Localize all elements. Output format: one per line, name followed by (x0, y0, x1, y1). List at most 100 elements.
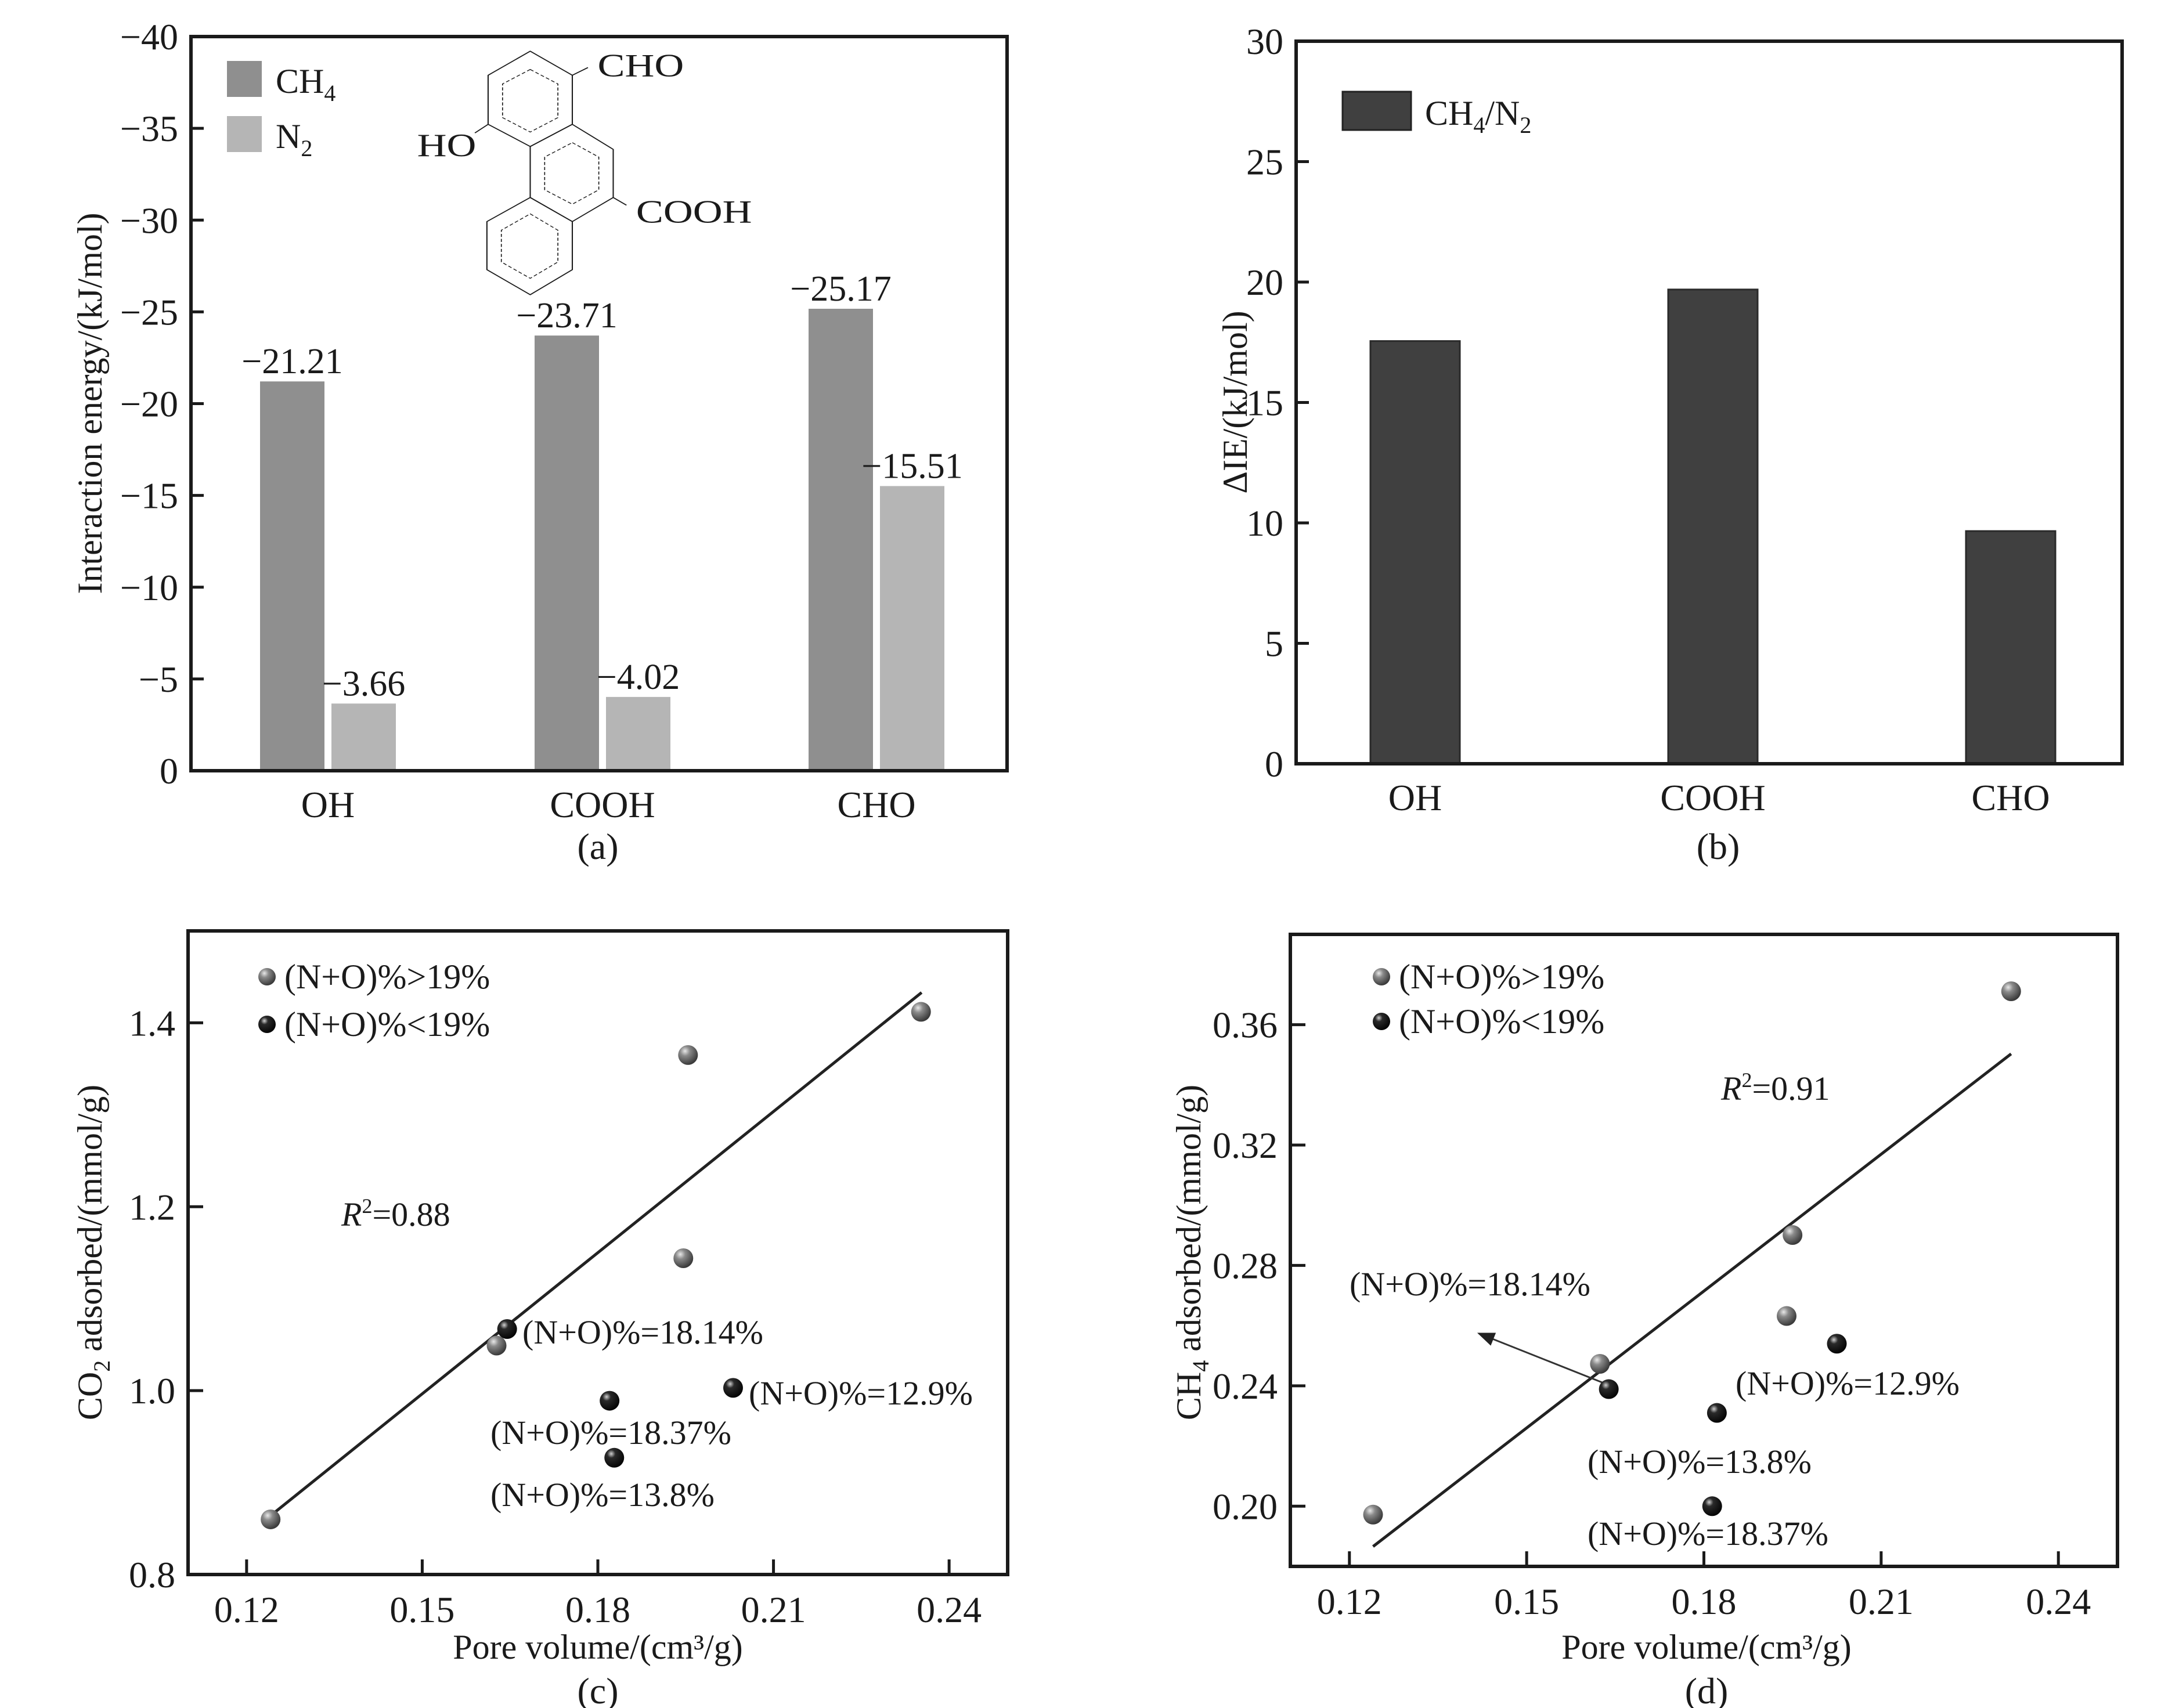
plot-frame (189, 35, 1009, 772)
y-tick-label: 0.24 (1213, 1366, 1278, 1407)
r-squared-label: R2=0.88 (341, 1194, 450, 1233)
y-axis-title: Interaction energy/(kJ/mol) (71, 212, 109, 594)
y-tick-label: 0.36 (1213, 1005, 1278, 1046)
x-axis-ticks: 0.12 0.15 0.18 0.21 0.24 (1317, 1551, 2091, 1622)
bar-n2-oh (331, 703, 396, 771)
y-tick-label: 1.0 (129, 1370, 175, 1411)
legend-label-ch4: CH4 (276, 62, 335, 106)
fit-line-group (1372, 1052, 2012, 1548)
legend-label-high: (N+O)%>19% (284, 958, 490, 996)
y-tick-label: −30 (120, 200, 178, 241)
legend-swatch-ch4-n2 (1341, 91, 1412, 131)
x-tick-label: 0.24 (2026, 1581, 2091, 1622)
legend-swatch-n2 (227, 116, 262, 152)
bond-oh (474, 124, 489, 133)
aromatic-circle (544, 142, 600, 205)
y-axis-ticks: 0.20 0.24 0.28 0.32 0.36 (1213, 1005, 1305, 1527)
ring-middle (529, 124, 614, 222)
panel-label: (c) (577, 1670, 618, 1708)
x-axis-title: Pore volume/(cm³/g) (453, 1628, 743, 1666)
scatter-point-high (261, 1509, 281, 1529)
scatter-point-low (1827, 1334, 1847, 1354)
point-annotation: (N+O)%=18.37% (1588, 1515, 1828, 1552)
y-tick-label: −40 (120, 16, 178, 57)
data-label: −23.71 (516, 296, 617, 335)
legend-label-low: (N+O)%<19% (284, 1005, 490, 1043)
data-label: −3.66 (322, 664, 405, 703)
y-tick-label: 1.4 (129, 1002, 175, 1043)
point-annotation: (N+O)%=18.14% (522, 1313, 763, 1351)
x-axis-ticks: 0.12 0.15 0.18 0.21 0.24 (214, 1559, 982, 1630)
legend-label-high: (N+O)%>19% (1399, 958, 1604, 996)
bar-n2-cooh (606, 696, 670, 771)
point-annotation: (N+O)%=18.37% (490, 1414, 731, 1451)
legend-label-low: (N+O)%<19% (1399, 1002, 1604, 1041)
aromatic-circle (502, 68, 558, 133)
y-tick-label: 30 (1246, 21, 1283, 62)
legend-marker-high (258, 968, 276, 985)
regression-line (1372, 1052, 2012, 1548)
data-label: −15.51 (861, 446, 962, 486)
bar-ch4-n2-cooh (1667, 288, 1759, 765)
y-tick-label: 0.28 (1213, 1245, 1278, 1286)
legend: CH4 N2 (227, 61, 335, 161)
y-axis-ticks: 0.8 1.0 1.2 1.4 (129, 1002, 203, 1595)
scatter-point-low (1702, 1496, 1722, 1516)
y-tick-label: 15 (1246, 382, 1283, 424)
x-tick-label: 0.24 (917, 1589, 982, 1630)
panel-c-co2-scatter: 0.12 0.15 0.18 0.21 0.24 0.8 1.0 1.2 1.4 (N+O)%… (71, 929, 1009, 1708)
x-category-label: CHO (837, 784, 915, 825)
scatter-point-low (604, 1447, 625, 1468)
x-category-label: COOH (1660, 777, 1765, 818)
legend: (N+O)%>19% (N+O)%<19% (258, 958, 490, 1043)
legend-marker-low (258, 1016, 276, 1033)
x-axis-title: Pore volume/(cm³/g) (1561, 1628, 1852, 1666)
scatter-point-high (1590, 1354, 1610, 1374)
data-label: −25.17 (790, 269, 891, 309)
x-tick-label: 0.15 (389, 1589, 454, 1630)
scatter-point-high (678, 1045, 698, 1065)
x-tick-label: 0.18 (1672, 1581, 1737, 1622)
y-axis-title: ΔIE/(kJ/mol) (1216, 310, 1254, 493)
scatter-points (1363, 981, 2021, 1525)
plot-frame (1294, 39, 2124, 765)
y-tick-label: −15 (120, 475, 178, 517)
legend: (N+O)%>19% (N+O)%<19% (1373, 958, 1604, 1041)
y-tick-label: 5 (1265, 623, 1283, 665)
scatter-point-low (1599, 1379, 1619, 1399)
y-tick-label: 10 (1246, 503, 1283, 544)
scatter-point-high (2001, 981, 2021, 1002)
scatter-point-high (486, 1335, 507, 1356)
bar-n2-cho (880, 486, 944, 771)
y-axis-ticks: 0 5 10 15 20 25 30 (1246, 21, 1309, 785)
point-annotation: (N+O)%=13.8% (490, 1476, 715, 1514)
bond-cooh (612, 197, 627, 206)
x-tick-label: 0.12 (214, 1589, 279, 1630)
y-tick-label: 20 (1246, 262, 1283, 303)
panel-label: (d) (1685, 1670, 1729, 1708)
aromatic-circle (500, 213, 558, 279)
y-tick-label: −5 (139, 659, 178, 700)
panel-label: (b) (1697, 826, 1740, 867)
ring-bottom (486, 197, 573, 295)
r-squared-label: R2=0.91 (1720, 1068, 1830, 1107)
legend-marker-high (1373, 968, 1390, 985)
regression-line (269, 991, 923, 1517)
y-axis-title: CH4 adsorbed/(mmol/g) (1170, 1085, 1214, 1420)
scatter-point-high (1363, 1504, 1383, 1525)
bar-group (260, 308, 944, 771)
x-category-label: OH (1388, 777, 1442, 818)
scatter-point-low (497, 1319, 517, 1339)
legend-swatch-ch4 (227, 61, 262, 97)
data-label: −4.02 (597, 658, 680, 697)
bar-ch4-n2-oh (1369, 340, 1461, 765)
scatter-points (261, 1002, 931, 1529)
y-tick-label: 0 (160, 750, 178, 792)
panel-label: (a) (577, 826, 618, 867)
y-tick-label: −10 (120, 567, 178, 608)
y-tick-label: 0 (1265, 743, 1283, 785)
bar-group (1369, 288, 2057, 765)
y-tick-label: 0.8 (129, 1554, 175, 1595)
scatter-point-high (1783, 1225, 1803, 1245)
